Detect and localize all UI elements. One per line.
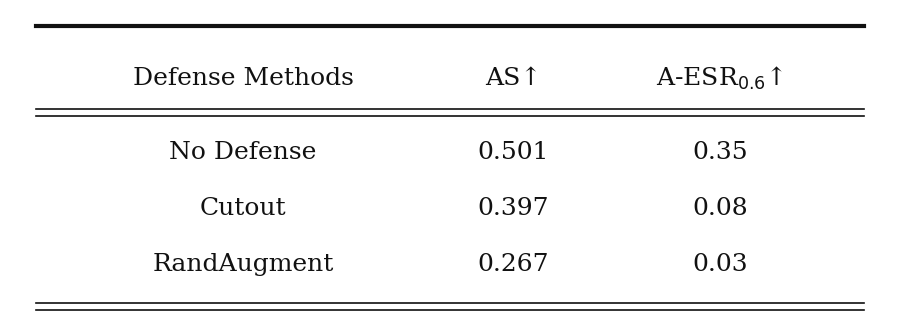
Text: No Defense: No Defense [169, 141, 317, 164]
Text: A-ESR$_{0.6}$↑: A-ESR$_{0.6}$↑ [656, 65, 784, 92]
Text: 0.03: 0.03 [692, 253, 748, 276]
Text: 0.267: 0.267 [477, 253, 549, 276]
Text: 0.08: 0.08 [692, 197, 748, 220]
Text: AS↑: AS↑ [485, 67, 541, 90]
Text: 0.397: 0.397 [477, 197, 549, 220]
Text: RandAugment: RandAugment [152, 253, 334, 276]
Text: 0.501: 0.501 [477, 141, 549, 164]
Text: Cutout: Cutout [200, 197, 286, 220]
Text: 0.35: 0.35 [692, 141, 748, 164]
Text: Defense Methods: Defense Methods [132, 67, 354, 90]
